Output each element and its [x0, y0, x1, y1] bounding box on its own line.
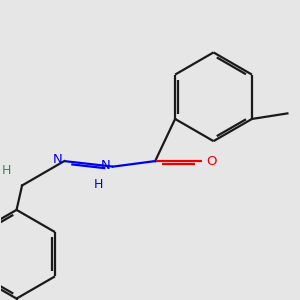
Text: H: H	[2, 164, 11, 177]
Text: N: N	[52, 154, 62, 166]
Text: O: O	[206, 154, 217, 168]
Text: N: N	[101, 159, 111, 172]
Text: H: H	[94, 178, 103, 191]
